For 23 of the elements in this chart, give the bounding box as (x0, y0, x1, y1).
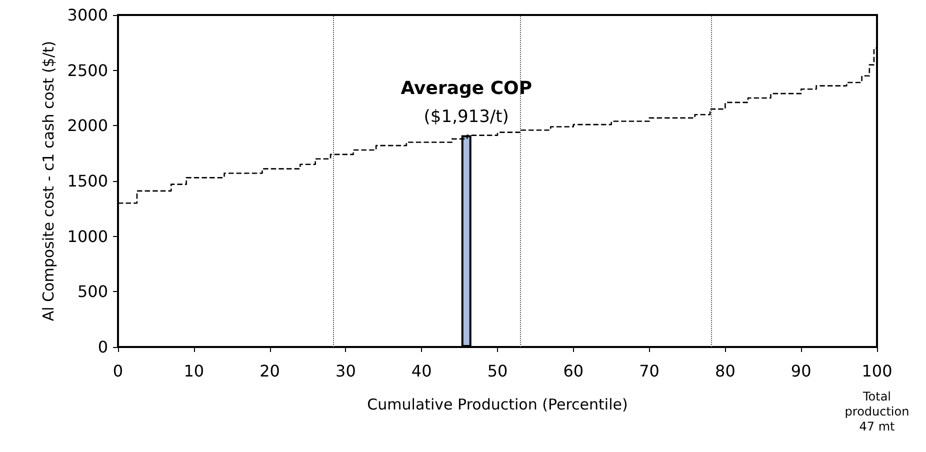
x-tick-label: 100 (862, 362, 892, 380)
y-axis-title: Al Composite cost - c1 cash cost ($/t) (40, 40, 58, 322)
x-tick-label: 20 (260, 362, 280, 380)
x-tick-label: 70 (639, 362, 660, 380)
x-tick-label: 90 (790, 362, 812, 380)
text: Total production 47 mt (844, 390, 910, 434)
x-tick-label: 80 (715, 362, 736, 380)
x-axis-title: Cumulative Production (Percentile) (367, 396, 628, 414)
x-tick-label: 30 (336, 362, 356, 380)
y-tick-label: 2500 (67, 60, 108, 80)
y-tick-label: 1000 (67, 226, 108, 246)
x-tick-label: 50 (487, 362, 508, 380)
y-tick-label: 0 (98, 338, 108, 356)
y-tick-label: 1500 (67, 172, 108, 190)
annotation: Average COP (400, 78, 532, 99)
y-tick-label: 500 (77, 282, 108, 302)
x-tick-label: 10 (184, 362, 204, 380)
x-tick-label: 0 (112, 362, 124, 380)
annotation: ($1,913/t) (424, 106, 509, 127)
x-tick-label: 40 (411, 362, 432, 380)
x-tick-label: 60 (563, 362, 584, 380)
y-tick-label: 2000 (67, 116, 108, 136)
y-tick-label: 3000 (67, 6, 108, 24)
